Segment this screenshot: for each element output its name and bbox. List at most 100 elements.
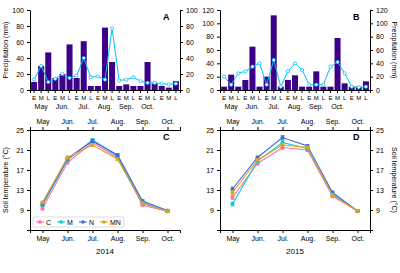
axis-line [221,127,371,131]
tick-label: L [237,95,241,101]
tick-label: Jun. [251,235,264,242]
tick-label: E [75,95,79,101]
line [233,145,358,211]
marker [166,210,170,214]
panel-label: A [163,12,170,22]
error-bar [116,154,120,157]
marker [272,58,275,61]
y2-axis-title: Soil temperature (°C) [390,147,398,213]
bar [363,81,369,90]
line [43,143,168,212]
legend-marker [81,220,85,224]
tick: E [328,90,332,101]
bar [242,80,248,90]
line [233,148,358,212]
marker [91,143,95,147]
tick-label: E [328,95,332,101]
marker [103,78,106,81]
axis-line [31,91,181,94]
tick-mark [370,23,373,24]
legend-label: M [67,219,73,226]
error-bar [116,158,120,161]
bar [306,87,312,90]
error-bar [281,143,285,147]
tick: 100 [370,20,388,27]
tick-mark [217,63,220,64]
tick: Sep. [326,118,340,130]
tick-mark [62,90,63,93]
tick: E [138,90,142,101]
tick-label: L [174,95,178,101]
tick-label: 21 [206,147,214,154]
axis-x: EMLEMLEMLEMLEMLEMLEML [31,90,181,101]
tick: L [322,90,326,101]
tick: M [145,90,150,101]
error-bar [231,202,235,206]
tick: 100 [202,20,220,27]
marker [244,70,247,73]
tick: 21 [206,147,220,154]
tick-mark [68,230,69,233]
tick-label: L [47,95,51,101]
tick-mark [370,10,373,11]
tick: L [279,90,283,101]
tick-mark [180,90,183,91]
tick: 17 [370,167,384,174]
tick-label: 100 [12,7,24,14]
tick-mark [90,90,91,93]
bar [137,86,143,90]
tick-label: 60 [206,47,214,54]
tick-label: 80 [206,33,214,40]
axis-x-top: MayJun.Jul.Aug.Sep.Oct. [31,118,181,131]
bar [59,74,65,90]
tick-mark [76,90,77,93]
tick: Jun. [251,230,264,242]
marker [231,191,235,195]
tick: M [229,90,234,101]
tick-mark [370,150,373,151]
marker [116,157,120,161]
tick-label: M [81,95,86,101]
marker [54,77,57,80]
marker [230,83,233,86]
bar [342,83,348,90]
tick: 13 [16,187,30,194]
tick-mark [316,90,317,93]
tick-mark [252,90,253,93]
tick-label: 0 [20,87,24,94]
panel: EMLEMLEMLEMLEMLEMLEMLMayJun.Jul.Aug.Sep.… [202,7,398,111]
marker [357,86,360,89]
tick: Jul. [278,230,289,242]
tick-mark [168,230,169,233]
tick-mark [27,90,30,91]
bar [320,87,326,90]
marker [75,74,78,77]
error-bar [141,202,145,205]
tick: Jun. [251,118,264,130]
tick-mark [143,127,144,130]
marker [166,209,170,213]
tick: 9 [210,207,220,214]
tick-label: M [335,95,340,101]
error-bar [41,207,45,210]
tick-label: Jul. [88,118,99,125]
tick-label: 13 [206,187,214,194]
legend-marker [102,220,106,224]
marker [125,78,128,81]
tick: 60 [16,39,30,46]
marker [32,78,35,81]
tick-mark [43,127,44,130]
tick-mark [258,230,259,233]
tick-label: Aug. [301,118,315,126]
marker [110,27,113,30]
marker [68,76,71,79]
tick-mark [308,127,309,130]
tick: Jun. [61,118,74,130]
bar [116,86,122,90]
tick-label: 40 [16,55,24,62]
tick-label: May [36,235,50,243]
tick-label: 80 [16,23,24,30]
tick: 60 [370,47,384,54]
tick-mark [161,90,162,93]
error-bar [166,210,170,212]
